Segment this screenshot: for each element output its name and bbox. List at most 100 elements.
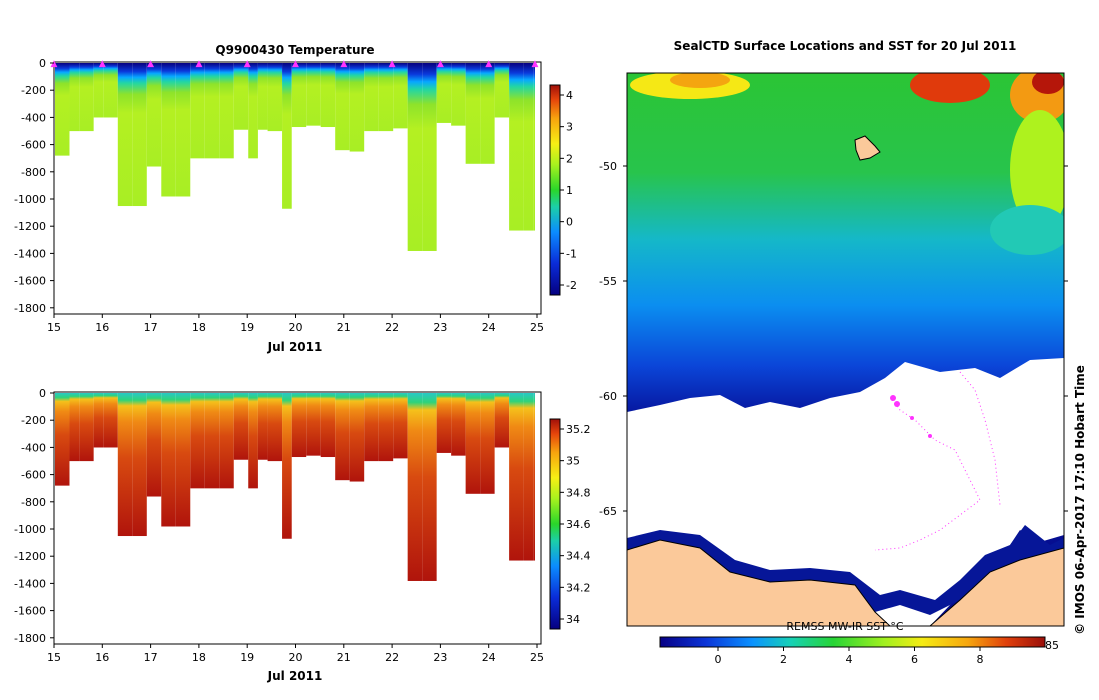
y-tick-label: -200 [21, 414, 46, 427]
warm-patch [670, 73, 730, 88]
colorbar-tick-label: 35.2 [566, 423, 591, 436]
lat-tick-label: -65 [599, 505, 617, 518]
profile-column [349, 393, 365, 482]
profile-column [233, 393, 249, 460]
profile-column [533, 63, 535, 231]
colorbar-tick-label: -1 [566, 247, 577, 260]
profile-column [267, 63, 283, 132]
colorbar-tick-label: 35 [566, 455, 580, 468]
temperature-profile-columns [55, 63, 535, 251]
profile-column [364, 63, 379, 132]
profile-column [465, 393, 481, 494]
y-tick-label: -1800 [14, 632, 46, 645]
profile-column [480, 393, 495, 494]
profile-column [55, 63, 70, 156]
profile-column [204, 63, 220, 159]
seal-location [928, 434, 932, 438]
x-tick-label: 20 [289, 321, 303, 334]
copyright-text: © IMOS 06-Apr-2017 17:10 Hobart Time [1073, 365, 1087, 635]
profile-column [451, 393, 466, 456]
profile-column [306, 63, 321, 126]
profile-column [282, 393, 292, 539]
warm-patch [990, 205, 1064, 255]
x-tick-label: 16 [95, 321, 109, 334]
warm-patch [1010, 110, 1064, 230]
antarctic-land [929, 547, 1064, 626]
x-tick-label: 16 [95, 651, 109, 664]
profile-column [306, 393, 321, 456]
profile-marker: ▲ [389, 59, 396, 69]
profile-column [407, 63, 423, 251]
warm-patch [1032, 73, 1064, 94]
profile-marker: ▲ [340, 59, 347, 69]
profile-column [161, 393, 176, 527]
sst-colorbar-ticks: 0 2 4 6 8 [715, 647, 984, 666]
temperature-x-axis: 15 16 17 18 19 20 21 22 23 24 25 [47, 314, 544, 334]
sst-colorbar [659, 636, 1046, 648]
sst-tick-label: 8 [977, 653, 984, 666]
profile-column [117, 63, 133, 207]
colorbar-tick-label: -2 [566, 279, 577, 292]
profile-marker: ▲ [244, 59, 251, 69]
y-tick-label: -1200 [14, 220, 46, 233]
profile-column [103, 63, 118, 118]
profile-column [291, 63, 307, 128]
profile-column [465, 63, 481, 164]
y-tick-label: 0 [39, 387, 46, 400]
profile-column [79, 393, 94, 462]
warm-patch [910, 73, 990, 103]
x-tick-label: 21 [337, 651, 351, 664]
y-tick-label: -800 [21, 496, 46, 509]
seal-location [890, 395, 896, 401]
colorbar-tick-label: 34 [566, 613, 580, 626]
seal-location [910, 416, 914, 420]
x-tick-label: 24 [482, 651, 496, 664]
profile-markers: ▲ ▲ ▲ ▲ ▲ ▲ ▲ ▲ ▲ ▲ ▲ [51, 59, 539, 69]
y-tick-label: -1200 [14, 550, 46, 563]
colorbar-tick-label: 1 [566, 184, 573, 197]
profile-column [494, 63, 510, 118]
sst-tick-label: 0 [715, 653, 722, 666]
profile-column [204, 393, 220, 489]
profile-column [422, 393, 437, 581]
x-tick-label: 24 [482, 321, 496, 334]
profile-column [422, 63, 437, 251]
colorbar-tick-label: 34.4 [566, 550, 591, 563]
sst-tick-label: 4 [846, 653, 853, 666]
profile-column [146, 63, 162, 167]
colorbar-tick-label: 3 [566, 121, 573, 134]
salinity-panel: 0 -200 -400 -600 -800 -1000 -1200 -1400 -1600 -18… [14, 387, 590, 683]
y-tick-label: -1400 [14, 577, 46, 590]
profile-column [257, 393, 268, 460]
x-tick-label: 17 [144, 651, 158, 664]
profile-column [233, 63, 249, 130]
x-tick-label: 18 [192, 321, 206, 334]
profile-marker: ▲ [485, 59, 492, 69]
colorbar-tick-label: 2 [566, 152, 573, 165]
y-tick-label: -1000 [14, 193, 46, 206]
sst-colorbar-label: REMSS MW-IR SST °C [786, 620, 904, 633]
map-frame [626, 72, 1065, 627]
salinity-profile-columns [55, 393, 535, 581]
profile-marker: ▲ [51, 59, 58, 69]
profile-marker: ▲ [147, 59, 154, 69]
profile-column [378, 63, 394, 132]
x-tick-label: 22 [385, 651, 399, 664]
profile-column [282, 63, 292, 209]
y-tick-label: -400 [21, 111, 46, 124]
temperature-y-axis: 0 -200 -400 -600 -800 -1000 -1200 -1400 -1600 -18… [14, 57, 54, 315]
seal-location [894, 401, 900, 407]
lat-tick-label: -55 [599, 275, 617, 288]
sst-colorbar-end-label: 85 [1045, 639, 1059, 652]
profile-column [190, 393, 205, 489]
antarctic-land [627, 539, 891, 626]
colorbar-tick-label: 4 [566, 89, 573, 102]
y-tick-label: -1800 [14, 302, 46, 315]
profile-column [267, 393, 283, 462]
profile-column [219, 63, 234, 159]
x-tick-label: 21 [337, 321, 351, 334]
x-tick-label: 19 [240, 321, 254, 334]
colorbar-tick-label: 34.2 [566, 581, 591, 594]
x-tick-label: 17 [144, 321, 158, 334]
